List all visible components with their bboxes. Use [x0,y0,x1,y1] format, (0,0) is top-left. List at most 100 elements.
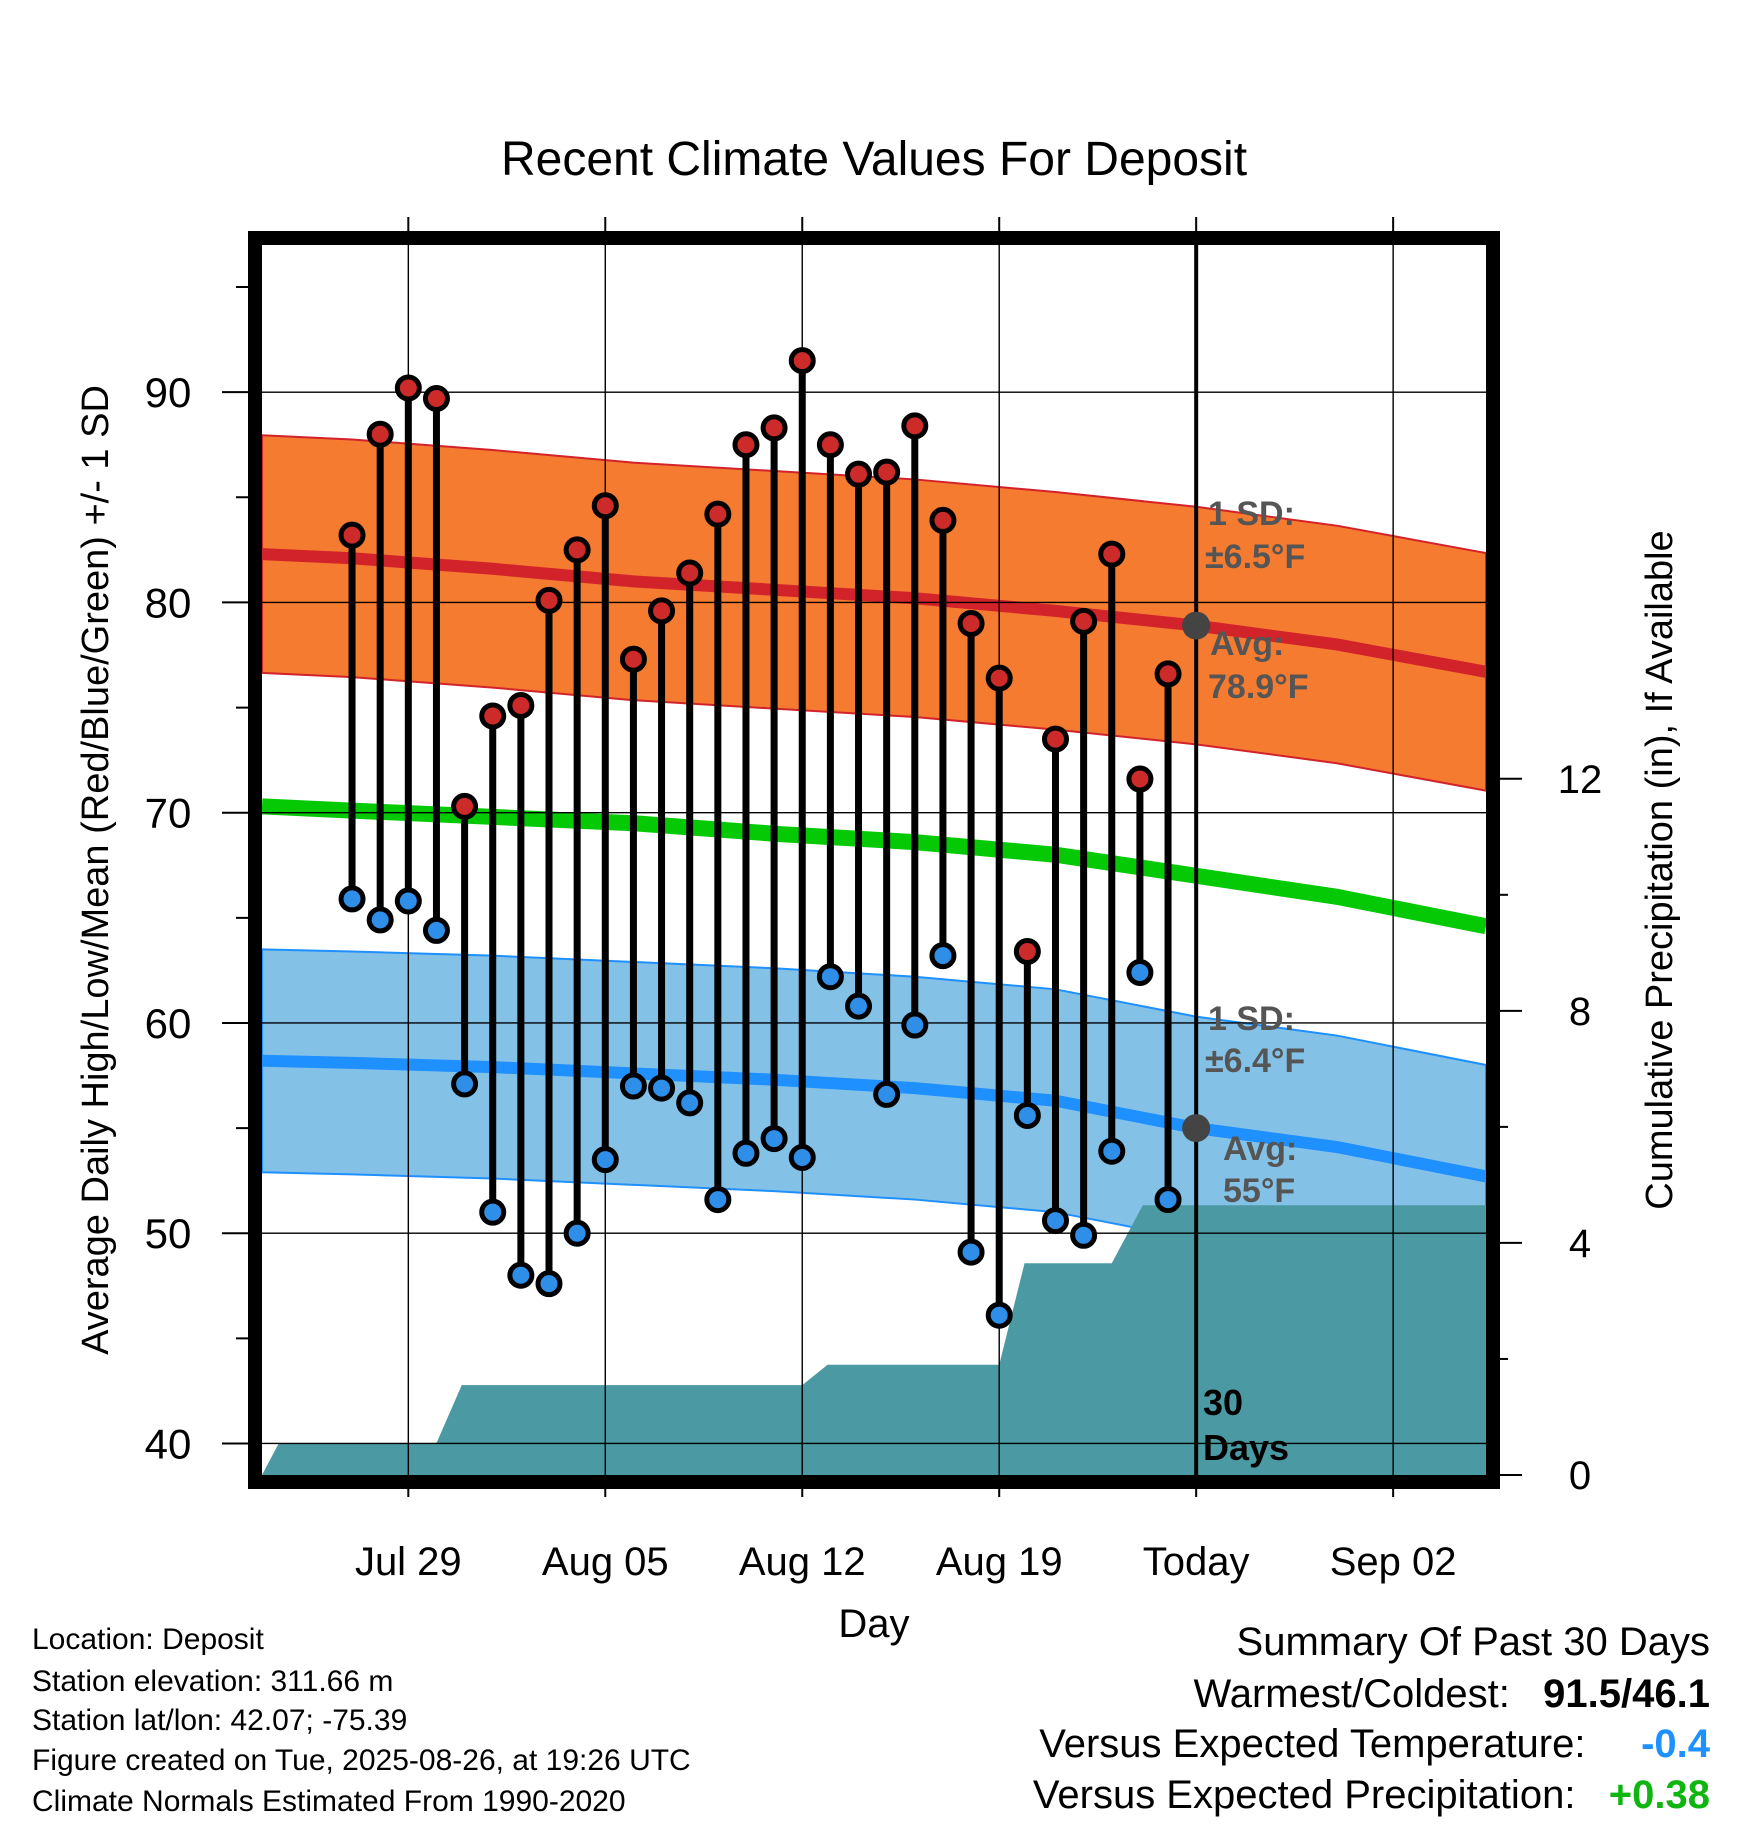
high-point [619,645,647,673]
y2-axis-label: Cumulative Precipitation (in), If Availa… [1639,530,1681,1209]
summary-title: Summary Of Past 30 Days [1236,1620,1710,1664]
high-point [479,702,507,730]
low-point [366,906,394,934]
info-created: Figure created on Tue, 2025-08-26, at 19… [32,1744,691,1777]
high-point [507,691,535,719]
info-location: Location: Deposit [32,1623,264,1656]
low-point [479,1198,507,1226]
y2-tick-label: 0 [1569,1454,1591,1498]
low-point [1154,1186,1182,1214]
high-sd-value: ±6.5°F [1205,538,1305,576]
low-avg-value: 55°F [1223,1172,1295,1210]
summary-precip: Versus Expected Precipitation: +0.38 [1033,1773,1710,1818]
low-point [1126,958,1154,986]
warmest-value: 91.5 [1543,1672,1622,1716]
temp-vs-expected-label: Versus Expected Temperature: [1039,1722,1586,1766]
x-tick-label: Aug 05 [542,1540,669,1584]
low-point [957,1238,985,1266]
low-point [816,963,844,991]
high-point [873,458,901,486]
high-point [676,559,704,587]
high-point [901,412,929,440]
summary-temp: Versus Expected Temperature: -0.4 [1039,1722,1710,1767]
low-sd-label: 1 SD: [1208,1000,1295,1038]
high-point [1126,765,1154,793]
high-mean-line [261,548,1488,678]
high-point [563,536,591,564]
low-mean-line [261,1054,1488,1183]
x-tick-label: Today [1143,1540,1250,1584]
y2-tick-label: 8 [1569,990,1591,1034]
high-point [1041,725,1069,753]
chart-title: Recent Climate Values For Deposit [501,133,1247,186]
high-point [732,431,760,459]
precip-vs-expected-label: Versus Expected Precipitation: [1032,1773,1576,1817]
low-point [1041,1207,1069,1235]
low-point [394,887,422,915]
high-point [704,500,732,528]
info-latlon: Station lat/lon: 42.07; -75.39 [32,1704,408,1737]
high-point [591,492,619,520]
x-tick-label: Jul 29 [355,1540,462,1584]
low-avg-label: Avg: [1223,1130,1297,1168]
x-tick-label: Sep 02 [1330,1540,1457,1584]
low-point [422,916,450,944]
y-tick-label: 90 [145,369,192,416]
high-point [788,347,816,375]
low-point [985,1301,1013,1329]
low-point [873,1080,901,1108]
precip-vs-expected-value: +0.38 [1608,1773,1710,1817]
x-axis-label: Day [838,1602,909,1646]
low-point [648,1074,676,1102]
low-point [676,1089,704,1117]
low-point [732,1139,760,1167]
low-point [845,992,873,1020]
y-tick-label: 80 [145,579,192,626]
high-point [1070,607,1098,635]
high-sd-band [261,434,1487,792]
high-point [929,506,957,534]
precip-area [262,1205,1486,1475]
warm-cold-label: Warmest/Coldest: [1193,1672,1510,1716]
high-point [648,597,676,625]
y-tick-label: 70 [145,790,192,837]
overall-mean-line [261,798,1488,935]
low-point [619,1072,647,1100]
plot-frame [248,231,1500,1489]
y2-tick-label: 4 [1569,1222,1591,1266]
warm-cold-separator: / [1621,1672,1633,1716]
high-point [957,609,985,637]
low-point [760,1125,788,1153]
high-point [985,664,1013,692]
low-sd-value: ±6.4°F [1205,1042,1305,1080]
info-normals: Climate Normals Estimated From 1990-2020 [32,1785,626,1818]
high-sd-label: 1 SD: [1208,495,1295,533]
high-point [451,792,479,820]
high-point [845,460,873,488]
low-point [507,1261,535,1289]
summary-warm-cold: Warmest/Coldest: 91.5/46.1 [1193,1672,1710,1717]
low-point [1013,1101,1041,1129]
low-point [1070,1221,1098,1249]
days-count-label: 30 [1203,1382,1243,1423]
info-elevation: Station elevation: 311.66 m [32,1665,394,1698]
high-point [422,384,450,412]
high-point [338,521,366,549]
low-point [338,885,366,913]
high-point [366,420,394,448]
y-tick-label: 50 [145,1210,192,1257]
days-unit-label: Days [1203,1427,1289,1468]
temp-vs-expected-value: -0.4 [1641,1722,1710,1766]
high-point [1154,660,1182,688]
low-point [591,1146,619,1174]
high-point [535,586,563,614]
high-point [1098,540,1126,568]
coldest-value: 46.1 [1632,1672,1710,1716]
y-axis-label: Average Daily High/Low/Mean (Red/Blue/Gr… [75,385,117,1355]
y2-tick-label: 12 [1558,758,1603,802]
low-point [1098,1137,1126,1165]
high-avg-value: 78.9°F [1208,668,1309,706]
low-point [451,1070,479,1098]
low-point [901,1011,929,1039]
